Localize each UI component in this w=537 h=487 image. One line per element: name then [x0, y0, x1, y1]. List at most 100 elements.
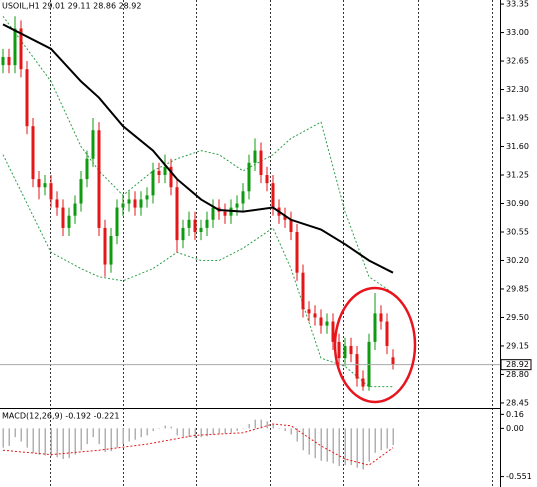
macd-bar [116, 428, 118, 448]
macd-bar [146, 428, 148, 436]
candle-body [199, 227, 203, 232]
candle-body [25, 69, 29, 127]
candle-body [313, 313, 317, 318]
macd-bar [122, 428, 124, 445]
macd-bar [218, 428, 220, 434]
macd-bar [38, 428, 40, 455]
y-tick-label: 31.25 [506, 171, 529, 180]
candle-body [151, 170, 155, 196]
macd-bar [260, 419, 262, 429]
macd-bar [320, 428, 322, 461]
macd-bar [212, 428, 214, 435]
candle-body [61, 207, 65, 228]
y-tick-label: 28.80 [506, 370, 529, 379]
macd-bar [8, 428, 10, 446]
macd-bar [236, 428, 238, 431]
macd-bar [26, 428, 28, 448]
chart-title: USOIL,H1 29.01 29.11 28.86 28.92 [2, 2, 141, 11]
candle-body [163, 166, 167, 176]
candle-body [193, 219, 197, 232]
plot [0, 15, 500, 470]
candle-body [259, 150, 263, 176]
candle-body [181, 227, 185, 241]
candle-body [319, 317, 323, 326]
macd-bar [2, 428, 4, 448]
macd-bar [284, 428, 286, 431]
candle-body [103, 227, 107, 265]
macd-bar [68, 428, 70, 459]
macd-bar [170, 426, 172, 429]
macd-bar [164, 425, 166, 429]
candle-body [175, 187, 179, 241]
candle-body [49, 183, 53, 200]
macd-bar [278, 428, 280, 429]
macd-bar [158, 428, 160, 429]
macd-bar [344, 428, 346, 466]
y-tick-label: 30.55 [506, 227, 529, 236]
y-tick-label: 31.95 [506, 114, 529, 123]
y-tick-label: 0.16 [506, 410, 524, 419]
macd-bar [368, 428, 370, 462]
y-tick-label: -0.551 [506, 472, 532, 481]
moving-average [2, 23, 394, 274]
candle-body [355, 354, 359, 379]
candle-body [13, 28, 17, 66]
macd-bar [308, 428, 310, 455]
candle-body [37, 179, 41, 188]
macd-bar [356, 428, 358, 468]
candle-body [307, 309, 311, 314]
macd-bar [326, 428, 328, 462]
candle-body [289, 219, 293, 232]
candle-body [283, 215, 287, 220]
macd-bar [266, 421, 268, 429]
candle-body [121, 203, 125, 208]
candle-body [157, 170, 161, 176]
candle-body [265, 175, 269, 184]
candle-body [7, 56, 11, 66]
candle-body [1, 56, 5, 66]
macd-bar [206, 428, 208, 437]
macd-bar [314, 428, 316, 459]
macd-bar [86, 428, 88, 445]
macd-bar [80, 428, 82, 451]
macd-bar [254, 419, 256, 429]
candle-body [247, 162, 251, 192]
macd-bar [230, 428, 232, 433]
macd-bar [380, 428, 382, 451]
y-tick-label: 0.00 [506, 424, 524, 433]
candle-body [187, 219, 191, 228]
candle-body [391, 357, 395, 365]
y-tick-label: 29.85 [506, 284, 529, 293]
candle-body [301, 272, 305, 310]
macd-bar [32, 428, 34, 453]
macd-bar [242, 428, 244, 429]
macd-bar [188, 428, 190, 438]
macd-bar [134, 428, 136, 440]
candle-body [115, 207, 119, 237]
macd-bar [290, 428, 292, 435]
candle-body [271, 183, 275, 208]
macd-bar [110, 428, 112, 452]
macd-bar [14, 428, 16, 438]
candle-body [31, 126, 35, 180]
macd-title: MACD(12,26,9) -0.192 -0.221 [2, 412, 119, 421]
macd-bar [362, 428, 364, 470]
y-tick-label: 31.60 [506, 142, 529, 151]
macd-bar [98, 428, 100, 445]
macd-bar [56, 428, 58, 458]
candle-body [325, 321, 329, 326]
candle-body [235, 203, 239, 208]
candle-body [169, 166, 173, 188]
macd-bar [92, 428, 94, 438]
candle-body [145, 195, 149, 200]
macd-bar [296, 428, 298, 442]
band-upper [2, 15, 394, 294]
macd-bar [386, 428, 388, 449]
macd-bar [104, 428, 106, 452]
macd-bar [248, 424, 250, 429]
candle-body [211, 207, 215, 220]
macd-bar [50, 428, 52, 457]
candle-body [67, 215, 71, 228]
candle-body [85, 158, 89, 180]
highlight-circle [333, 286, 417, 404]
